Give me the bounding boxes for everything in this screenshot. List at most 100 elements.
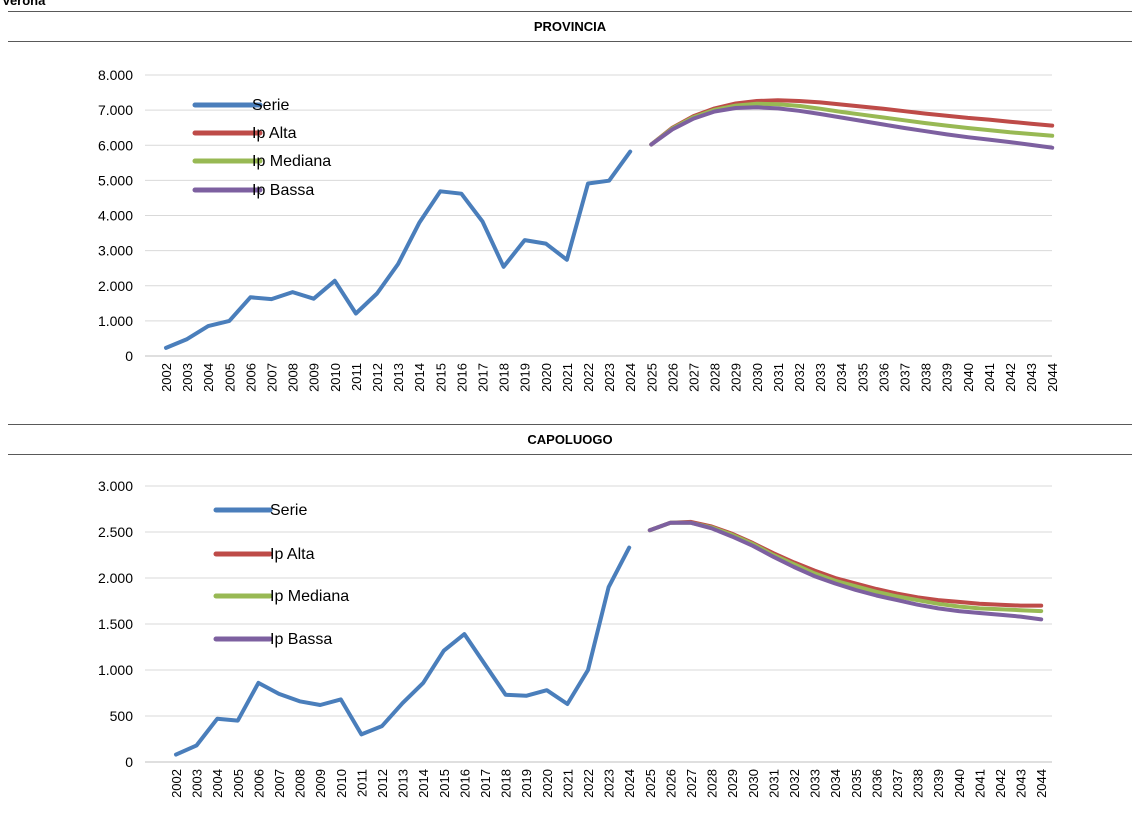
x-tick-label: 2014	[416, 769, 431, 798]
page-title: Verona	[2, 0, 46, 8]
x-tick-label: 2034	[834, 363, 849, 392]
x-tick-label: 2039	[931, 769, 946, 798]
x-tick-label: 2030	[746, 769, 761, 798]
y-tick-label: 4.000	[98, 208, 133, 224]
x-tick-label: 2030	[750, 363, 765, 392]
y-tick-label: 3.000	[98, 243, 133, 259]
x-tick-label: 2014	[412, 363, 427, 392]
series-line-ip-alta	[647, 519, 1044, 608]
legend-label-serie: Serie	[252, 97, 289, 114]
x-tick-label: 2035	[849, 769, 864, 798]
x-tick-label: 2019	[518, 363, 533, 392]
x-tick-label: 2011	[349, 363, 364, 391]
x-tick-label: 2034	[828, 769, 843, 798]
x-tick-label: 2009	[313, 769, 328, 798]
x-tick-label: 2031	[766, 769, 781, 798]
x-tick-label: 2027	[687, 363, 702, 392]
legend-label-ip-mediana: Ip Mediana	[252, 153, 331, 170]
x-tick-label: 2015	[437, 769, 452, 798]
y-tick-label: 6.000	[98, 137, 133, 153]
y-tick-label: 500	[110, 708, 134, 724]
x-tick-label: 2004	[201, 363, 216, 392]
x-tick-label: 2024	[623, 363, 638, 392]
x-tick-label: 2007	[272, 769, 287, 798]
x-tick-label: 2029	[729, 363, 744, 392]
x-tick-label: 2008	[293, 769, 308, 798]
x-tick-label: 2011	[354, 769, 369, 797]
x-tick-label: 2037	[890, 769, 905, 798]
y-tick-label: 8.000	[98, 67, 133, 83]
x-tick-label: 2009	[307, 363, 322, 392]
x-tick-label: 2036	[876, 363, 891, 392]
x-tick-label: 2043	[1024, 363, 1039, 392]
x-tick-label: 2026	[663, 769, 678, 798]
x-tick-label: 2003	[180, 363, 195, 392]
chart-capoluogo: 0 500 1.000 1.500 2.000 2.500 3.000 2002 2003 200…	[98, 478, 1052, 798]
x-tick-label: 2019	[519, 769, 534, 798]
provincia-title-rule	[8, 41, 1132, 42]
x-tick-label: 2018	[497, 363, 512, 392]
y-tick-label: 2.000	[98, 278, 133, 294]
x-tick-label: 2027	[684, 769, 699, 798]
x-tick-label: 2005	[222, 363, 237, 392]
y-tick-label: 2.000	[98, 570, 133, 586]
legend-label-ip-bassa: Ip Bassa	[252, 182, 314, 199]
x-tick-label: 2041	[982, 363, 997, 392]
y-tick-label: 1.000	[98, 662, 133, 678]
x-tick-label: 2013	[396, 769, 411, 798]
x-tick-label: 2013	[391, 363, 406, 392]
x-tick-label: 2012	[375, 769, 390, 798]
x-tick-label: 2003	[190, 769, 205, 798]
x-tick-label: 2044	[1034, 769, 1049, 798]
x-tick-label: 2044	[1045, 363, 1060, 392]
x-tick-label: 2021	[560, 363, 575, 392]
x-tick-label: 2025	[643, 769, 658, 798]
chart-title-provincia: PROVINCIA	[533, 19, 607, 34]
x-tick-label: 2018	[499, 769, 514, 798]
x-tick-label: 2007	[265, 363, 280, 392]
x-tick-label: 2002	[169, 769, 184, 798]
x-tick-label: 2005	[231, 769, 246, 798]
series-line-ip-bassa	[649, 105, 1055, 150]
x-tick-label: 2025	[644, 363, 659, 392]
chart-provincia: 0 1.000 2.000 3.000 4.000 5.000 6.000 7.000 8.00…	[98, 67, 1060, 392]
section-divider	[8, 424, 1132, 425]
x-tick-label: 2004	[210, 769, 225, 798]
x-tick-label: 2042	[993, 769, 1008, 798]
legend-label-ip-mediana: Ip Mediana	[270, 588, 349, 605]
x-tick-label: 2040	[961, 363, 976, 392]
x-tick-label: 2008	[286, 363, 301, 392]
x-tick-label: 2015	[433, 363, 448, 392]
x-tick-label: 2021	[560, 769, 575, 798]
series-line-ip-mediana	[647, 520, 1044, 614]
x-tick-label: 2039	[940, 363, 955, 392]
x-tick-label: 2042	[1003, 363, 1018, 392]
x-tick-label: 2033	[808, 769, 823, 798]
x-tick-label: 2017	[476, 363, 491, 392]
series-line-ip-alta	[649, 98, 1055, 147]
x-tick-label: 2020	[540, 769, 555, 798]
legend-label-ip-bassa: Ip Bassa	[270, 631, 332, 648]
x-tick-label: 2032	[787, 769, 802, 798]
y-tick-label: 5.000	[98, 172, 133, 188]
x-tick-label: 2043	[1014, 769, 1029, 798]
x-tick-label: 2010	[328, 363, 343, 392]
x-tick-label: 2032	[792, 363, 807, 392]
chart-title-capoluogo: CAPOLUOGO	[527, 432, 613, 447]
y-tick-label: 1.500	[98, 616, 133, 632]
x-tick-label: 2017	[478, 769, 493, 798]
x-tick-label: 2029	[725, 769, 740, 798]
x-tick-label: 2022	[581, 769, 596, 798]
x-tick-label: 2028	[708, 363, 723, 392]
x-tick-label: 2006	[251, 769, 266, 798]
x-tick-label: 2020	[539, 363, 554, 392]
x-tick-label: 2040	[952, 769, 967, 798]
series-line-serie	[164, 149, 633, 350]
y-tick-label: 0	[125, 754, 133, 770]
x-tick-label: 2036	[869, 769, 884, 798]
x-tick-label: 2006	[243, 363, 258, 392]
x-tick-label: 2033	[813, 363, 828, 392]
capoluogo-title-rule	[8, 454, 1132, 455]
x-tick-label: 2041	[972, 769, 987, 798]
x-tick-label: 2022	[581, 363, 596, 392]
